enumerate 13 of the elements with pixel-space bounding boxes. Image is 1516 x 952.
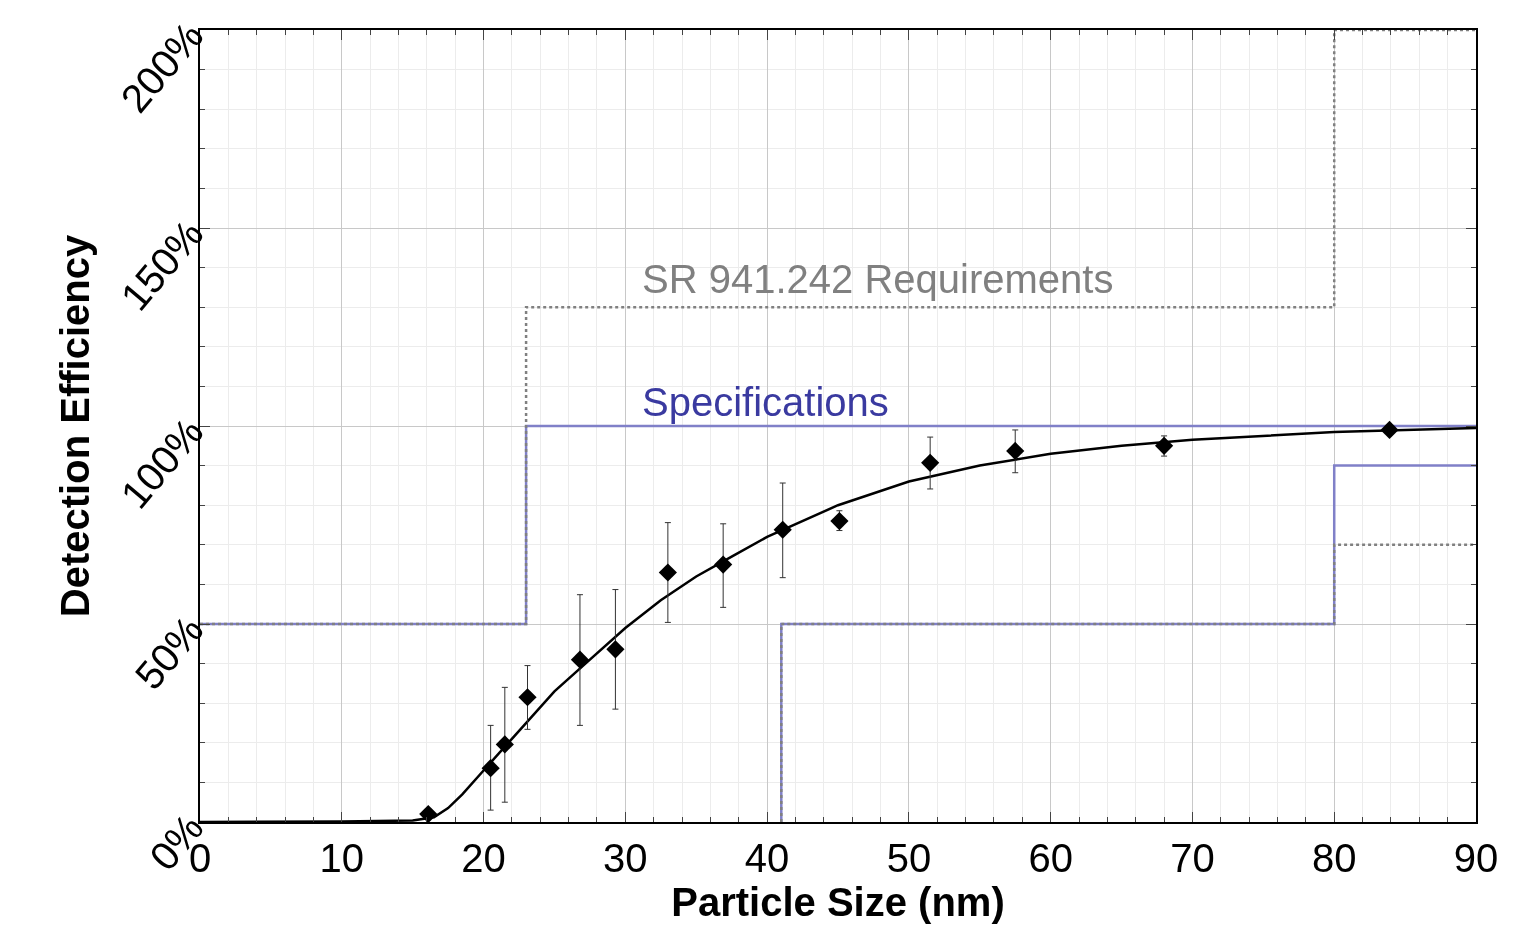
x-tick-label: 40 xyxy=(744,835,790,880)
annotation: Specifications xyxy=(642,380,889,424)
x-tick-label: 90 xyxy=(1453,835,1499,880)
x-tick-label: 70 xyxy=(1170,835,1215,880)
x-tick-label: 50 xyxy=(886,835,932,880)
x-tick-label: 80 xyxy=(1311,835,1357,880)
annotation: SR 941.242 Requirements xyxy=(642,257,1114,301)
x-tick-label: 10 xyxy=(319,835,365,880)
x-tick-label: 20 xyxy=(461,835,506,880)
y-axis-title: Detection Efficiency xyxy=(53,234,98,618)
x-axis-title: Particle Size (nm) xyxy=(671,879,1005,924)
x-tick-label: 60 xyxy=(1028,835,1073,880)
x-tick-label: 30 xyxy=(603,835,648,880)
